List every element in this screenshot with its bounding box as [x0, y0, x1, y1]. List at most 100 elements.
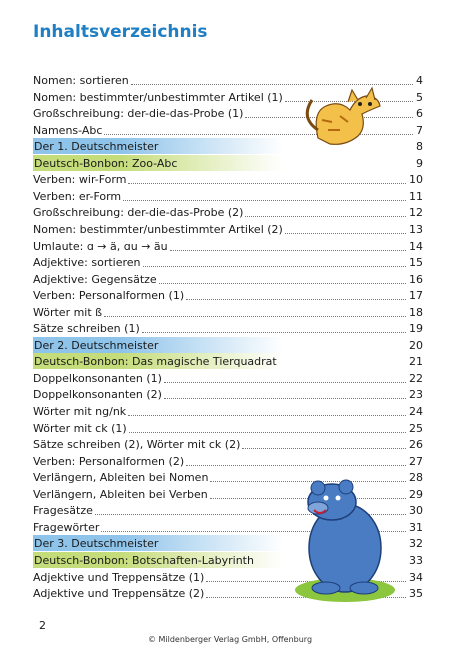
entry-title: Wörter mit ck (1) [33, 421, 127, 435]
dot-leader [186, 464, 406, 466]
dot-leader [104, 133, 413, 135]
entry-page: 8 [416, 140, 423, 154]
dot-leader [242, 448, 406, 450]
dot-leader [163, 398, 406, 400]
dot-leader [245, 216, 406, 218]
entry-title: Deutsch-Bonbon: Botschaften-Labyrinth [34, 553, 254, 567]
entry-title: Großschreibung: der-die-das-Probe (2) [33, 206, 244, 220]
toc-entry: Sätze schreiben (2), Wörter mit ck (2) 26 [33, 436, 423, 452]
toc-entry: Umlaute: ɑ → ä, ɑu → äu 14 [33, 238, 423, 254]
toc-entry: Verben: Personalformen (1) 17 [33, 287, 423, 303]
entry-title: Adjektive: Gegensätze [33, 272, 157, 286]
entry-title: Nomen: bestimmter/unbestimmter Artikel (… [33, 222, 283, 236]
entry-title: Der 1. Deutschmeister [34, 140, 159, 154]
entry-page: 18 [409, 305, 423, 319]
entry-page: 34 [409, 570, 423, 584]
entry-page: 22 [409, 371, 423, 385]
toc-entry: Verlängern, Ableiten bei Nomen 28 [33, 469, 423, 485]
highlight-band [33, 535, 283, 552]
dot-leader [284, 232, 406, 234]
entry-title: Wörter mit ng/nk [33, 405, 127, 418]
entry-page: 5 [416, 90, 423, 104]
entry-title: Der 3. Deutschmeister [34, 537, 159, 551]
toc-entry: Doppelkonsonanten (1) 22 [33, 370, 423, 386]
toc-entry: Wörter mit ng/nk 24 [33, 403, 423, 419]
dot-leader [206, 580, 406, 582]
entry-page: 13 [409, 222, 423, 236]
entry-page: 31 [409, 520, 423, 534]
entry-title: Doppelkonsonanten (2) [33, 388, 162, 402]
entry-page: 11 [409, 189, 423, 203]
entry-page: 26 [409, 438, 423, 452]
entry-page: 7 [416, 123, 423, 137]
entry-page: 35 [409, 587, 423, 601]
highlight-band [33, 138, 283, 155]
highlight-band [33, 551, 283, 568]
toc-entry: Verben: Personalformen (2) 27 [33, 453, 423, 469]
entry-title: Doppelkonsonanten (1) [33, 371, 162, 385]
dot-leader [94, 514, 406, 516]
entry-title: Sätze schreiben (1) [33, 322, 140, 336]
dot-leader [158, 282, 406, 284]
toc-entry: Nomen: bestimmter/unbestimmter Artikel (… [33, 221, 423, 237]
entry-page: 10 [409, 173, 423, 187]
toc-entry: Der 3. Deutschmeister 32 [33, 535, 423, 552]
entry-page: 16 [409, 272, 423, 286]
entry-page: 17 [409, 289, 423, 303]
dot-leader [128, 431, 406, 433]
entry-title: Sätze schreiben (2), Wörter mit ck (2) [33, 438, 241, 452]
entry-page: 27 [409, 454, 423, 468]
cat [305, 86, 381, 145]
entry-page: 29 [409, 487, 423, 501]
dot-leader [101, 530, 406, 532]
entry-title: Nomen: sortieren [33, 74, 129, 87]
entry-page: 15 [409, 256, 423, 270]
entry-title: Wörter mit ß [33, 305, 103, 319]
toc-entry: Wörter mit ß 18 [33, 304, 423, 320]
dot-leader [210, 481, 406, 483]
toc-entry: Großschreibung: der-die-das-Probe (2) 12 [33, 204, 423, 220]
entry-page: 4 [416, 74, 423, 87]
entry-page: 20 [409, 338, 423, 352]
entry-page: 25 [409, 421, 423, 435]
entry-title: Adjektive und Treppensätze (1) [33, 570, 205, 584]
toc-entry: Adjektive: sortieren 15 [33, 254, 423, 270]
entry-page: 19 [409, 322, 423, 336]
dot-leader [141, 332, 406, 334]
toc-entry: Doppelkonsonanten (2) 23 [33, 386, 423, 402]
dot-leader [104, 315, 406, 317]
entry-page: 30 [409, 504, 423, 518]
entry-page: 23 [409, 388, 423, 402]
entry-title: Adjektive: sortieren [33, 256, 141, 270]
entry-title: Der 2. Deutschmeister [34, 338, 159, 352]
entry-page: 14 [409, 239, 423, 253]
page-number: 2 [39, 619, 46, 632]
entry-title: Verben: Personalformen (1) [33, 289, 185, 303]
entry-title: Fragewörter [33, 520, 100, 534]
entry-title: Verben: er-Form [33, 189, 122, 203]
bear [295, 479, 395, 602]
entry-page: 12 [409, 206, 423, 220]
toc-entry: Namens-Abc 7 [33, 122, 423, 138]
toc-entry: Fragesätze 30 [33, 502, 423, 518]
toc-entry: Deutsch-Bonbon: Botschaften-Labyrinth 33 [33, 551, 423, 568]
entry-title: Verlängern, Ableiten bei Verben [33, 487, 208, 501]
toc-entry: Fragewörter 31 [33, 519, 423, 535]
entry-title: Verlängern, Ableiten bei Nomen [33, 471, 209, 485]
entry-title: Deutsch-Bonbon: Das magische Tierquadrat [34, 355, 277, 369]
toc-entry: Verben: er-Form 11 [33, 188, 423, 204]
entry-page: 9 [416, 156, 423, 170]
dot-leader [163, 381, 406, 383]
highlight-band [33, 154, 283, 171]
entry-title: Großschreibung: der-die-das-Probe (1) [33, 107, 244, 121]
entry-page: 32 [409, 537, 423, 551]
toc-entry: Adjektive und Treppensätze (1) 34 [33, 569, 423, 585]
toc-entry: Nomen: sortieren 4 [33, 72, 423, 88]
toc-entry: Sätze schreiben (1) 19 [33, 320, 423, 336]
dot-leader [142, 266, 406, 268]
dot-leader [128, 183, 406, 185]
toc-entry: Verben: wir-Form 10 [33, 171, 423, 187]
entry-page: 33 [409, 553, 423, 567]
toc-entry: Der 2. Deutschmeister 20 [33, 336, 423, 353]
